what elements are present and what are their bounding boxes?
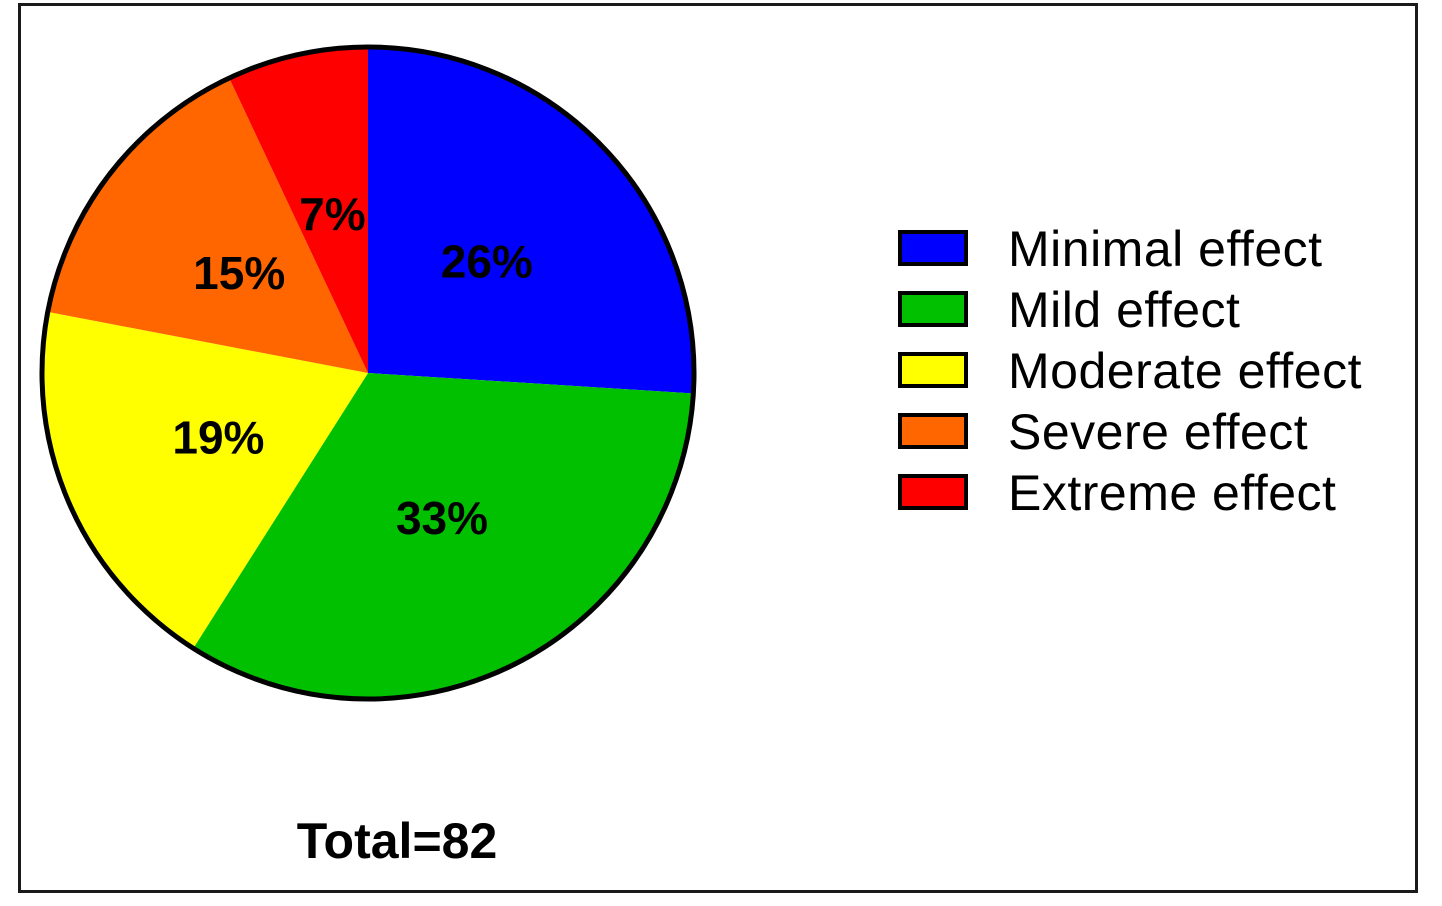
legend-label-minimal-effect: Minimal effect xyxy=(1008,221,1323,277)
legend-swatch-mild-effect xyxy=(898,291,968,327)
total-annotation: Total=82 xyxy=(297,813,498,869)
legend-swatch-moderate-effect xyxy=(898,352,968,388)
legend-swatch-extreme-effect xyxy=(898,474,968,510)
slice-label-moderate-effect: 19% xyxy=(172,412,264,464)
slice-label-mild-effect: 33% xyxy=(396,492,488,544)
pie-slice-minimal-effect xyxy=(368,47,695,394)
legend-swatch-minimal-effect xyxy=(898,230,968,266)
slice-label-minimal-effect: 26% xyxy=(441,235,533,287)
pie-slices xyxy=(41,47,695,700)
legend-swatch-severe-effect xyxy=(898,413,968,449)
pie-outline xyxy=(39,44,697,702)
pie-slice-moderate-effect xyxy=(41,311,369,649)
legend-label-severe-effect: Severe effect xyxy=(1008,404,1308,460)
legend-label-mild-effect: Mild effect xyxy=(1008,282,1240,338)
slice-labels: 26% 33% 19% 15% 7% xyxy=(172,188,532,544)
slice-label-extreme-effect: 7% xyxy=(299,188,365,240)
legend-label-moderate-effect: Moderate effect xyxy=(1008,343,1362,399)
pie-slice-mild-effect xyxy=(193,373,694,700)
pie-slice-extreme-effect xyxy=(229,47,368,373)
legend-label-extreme-effect: Extreme effect xyxy=(1008,465,1336,521)
pie-slice-severe-effect xyxy=(47,78,369,373)
slice-label-severe-effect: 15% xyxy=(193,247,285,299)
